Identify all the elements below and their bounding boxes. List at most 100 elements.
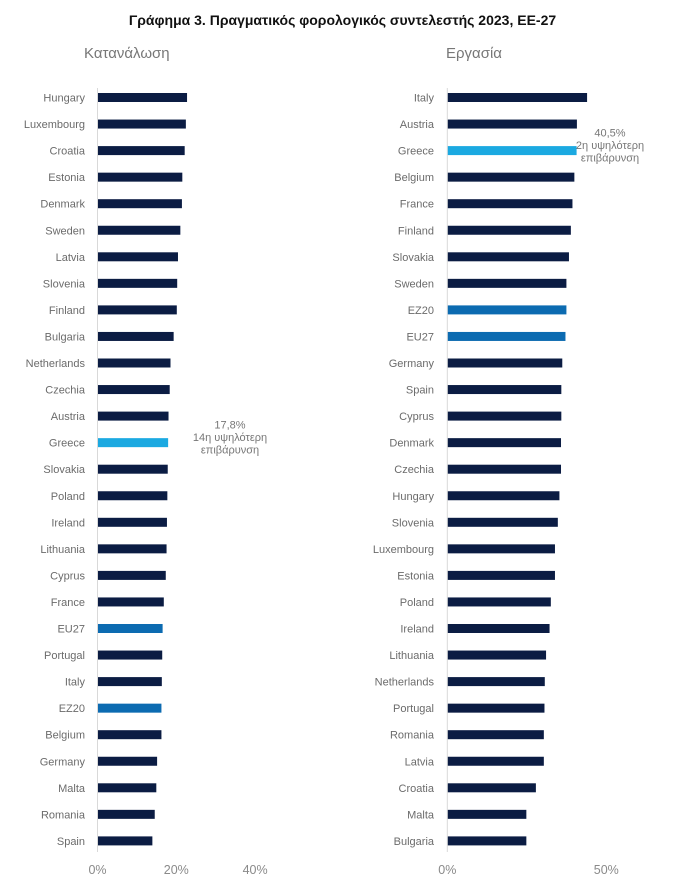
consumption-bar-croatia (98, 146, 185, 156)
consumption-category-label: Italy (65, 677, 86, 689)
labour-category-label: Latvia (405, 756, 435, 768)
consumption-annotation-line: επιβάρυνση (201, 445, 259, 457)
labour-category-label: Belgium (394, 172, 434, 184)
labour-category-label: Italy (414, 93, 435, 105)
consumption-bar-ireland (98, 517, 167, 527)
labour-category-label: Spain (406, 385, 434, 397)
labour-category-label: Denmark (389, 438, 434, 450)
labour-bar-spain (447, 385, 562, 395)
consumption-bar-malta (98, 783, 157, 793)
consumption-bar-czechia (98, 385, 170, 395)
labour-bar-malta (447, 809, 527, 819)
consumption-category-label: Lithuania (40, 544, 86, 556)
consumption-bar-greece (98, 438, 169, 448)
labour-bar-cyprus (447, 411, 562, 421)
labour-category-label: Finland (398, 225, 434, 237)
labour-category-label: EZ20 (408, 305, 434, 317)
consumption-bar-finland (98, 305, 177, 315)
labour-bar-latvia (447, 756, 544, 766)
labour-category-label: Slovenia (392, 517, 435, 529)
labour-category-label: Croatia (399, 783, 435, 795)
labour-x-tick-label: 0% (438, 863, 456, 877)
consumption-bar-slovakia (98, 464, 168, 474)
consumption-bar-netherlands (98, 358, 171, 368)
labour-category-label: Poland (400, 597, 434, 609)
labour-bar-finland (447, 225, 571, 235)
consumption-bar-austria (98, 411, 169, 421)
consumption-bar-romania (98, 809, 155, 819)
labour-bar-luxembourg (447, 544, 555, 554)
chart-title: Γράφημα 3. Πραγματικός φορολογικός συντε… (128, 12, 557, 28)
consumption-bar-bulgaria (98, 331, 174, 341)
labour-bar-slovakia (447, 252, 569, 262)
labour-bar-sweden (447, 278, 567, 288)
consumption-annotation-line: 17,8% (214, 420, 245, 432)
consumption-category-label: Slovenia (43, 278, 86, 290)
labour-category-label: France (400, 199, 434, 211)
labour-bar-ez20 (447, 305, 567, 315)
consumption-bar-france (98, 597, 164, 607)
labour-bar-croatia (447, 783, 536, 793)
consumption-bar-estonia (98, 172, 183, 182)
labour-bar-france (447, 199, 573, 209)
consumption-bar-ez20 (98, 703, 162, 713)
labour-bar-bulgaria (447, 836, 527, 846)
consumption-category-label: Bulgaria (45, 331, 86, 343)
labour-category-label: Greece (398, 146, 434, 158)
labour-bar-hungary (447, 491, 560, 501)
consumption-bar-spain (98, 836, 153, 846)
labour-bar-poland (447, 597, 551, 607)
consumption-category-label: Finland (49, 305, 85, 317)
labour-category-label: Netherlands (375, 677, 435, 689)
panel-title-labour: Εργασία (446, 45, 502, 62)
consumption-category-label: EU27 (57, 624, 85, 636)
labour-category-label: Ireland (400, 624, 434, 636)
labour-category-label: Malta (407, 809, 435, 821)
labour-category-label: Bulgaria (394, 836, 435, 848)
labour-bar-ireland (447, 624, 550, 633)
consumption-bar-portugal (98, 650, 163, 660)
consumption-category-label: Austria (51, 411, 86, 423)
consumption-category-label: Latvia (56, 252, 86, 264)
consumption-category-label: Spain (57, 836, 85, 848)
consumption-category-label: Poland (51, 491, 85, 503)
labour-category-label: Luxembourg (373, 544, 434, 556)
consumption-bar-poland (98, 491, 168, 501)
labour-category-label: Lithuania (389, 650, 435, 662)
labour-bar-lithuania (447, 650, 547, 660)
consumption-category-label: Czechia (45, 385, 86, 397)
labour-category-label: Sweden (394, 278, 434, 290)
labour-bar-austria (447, 119, 577, 129)
consumption-bar-latvia (98, 252, 178, 262)
labour-category-label: Romania (390, 730, 435, 742)
labour-category-label: Slovakia (392, 252, 434, 264)
consumption-category-label: Belgium (45, 730, 85, 742)
consumption-category-label: Greece (49, 438, 85, 450)
consumption-annotation-line: 14η υψηλότερη (193, 432, 267, 444)
labour-bar-belgium (447, 172, 575, 182)
labour-annotation-line: 2η υψηλότερη (576, 140, 644, 152)
consumption-bar-germany (98, 756, 158, 766)
labour-category-label: EU27 (406, 331, 434, 343)
labour-bar-italy (447, 93, 588, 102)
labour-category-label: Estonia (397, 570, 435, 582)
labour-bar-greece (447, 146, 577, 156)
consumption-bar-hungary (98, 93, 188, 102)
labour-category-label: Czechia (394, 464, 435, 476)
labour-bar-slovenia (447, 517, 558, 527)
consumption-x-tick-label: 40% (243, 863, 268, 877)
consumption-bar-italy (98, 677, 162, 687)
labour-category-label: Portugal (393, 703, 434, 715)
consumption-bar-lithuania (98, 544, 167, 554)
consumption-category-label: EZ20 (59, 703, 85, 715)
labour-x-tick-label: 50% (594, 863, 619, 877)
consumption-x-tick-label: 0% (88, 863, 106, 877)
labour-bar-romania (447, 730, 544, 740)
labour-bar-netherlands (447, 677, 545, 687)
labour-category-label: Austria (400, 119, 435, 131)
consumption-category-label: Romania (41, 809, 86, 821)
consumption-category-label: Netherlands (26, 358, 86, 370)
consumption-x-tick-label: 20% (164, 863, 189, 877)
labour-bar-denmark (447, 438, 562, 448)
